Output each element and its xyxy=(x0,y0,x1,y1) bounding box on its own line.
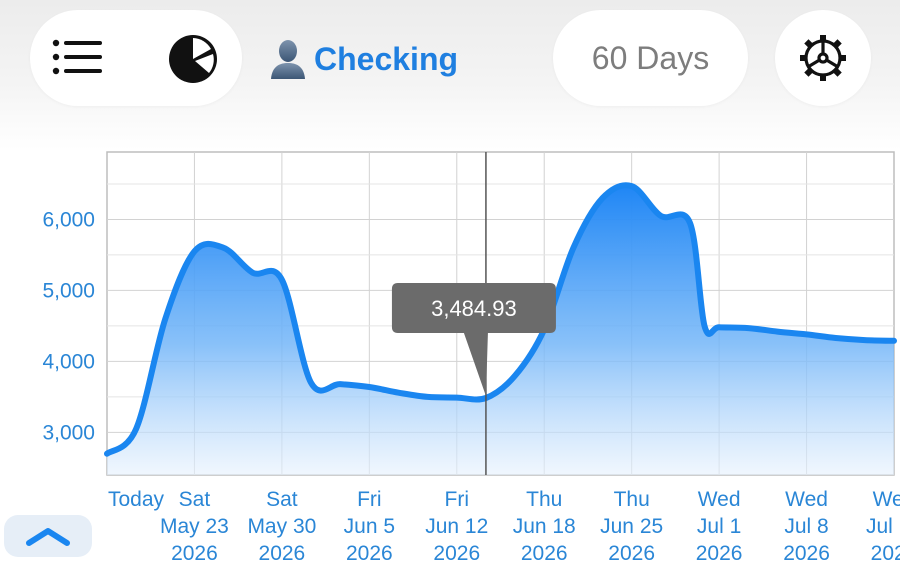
x-tick-label-line: Fri xyxy=(445,488,470,511)
x-tick-label-line: Wed xyxy=(873,488,900,511)
tooltip-background xyxy=(391,283,556,396)
balance-line xyxy=(104,182,897,457)
x-tick-label-line: Sat xyxy=(179,488,211,511)
tooltip-value: 3,484.93 xyxy=(431,296,517,321)
x-tick-label-line: Thu xyxy=(526,488,562,511)
x-tick-label: Wed Jul 1 2026 xyxy=(696,488,743,565)
x-tick-label: Fri Jun 12 2026 xyxy=(425,488,488,565)
x-tick-label-line: Thu xyxy=(614,488,650,511)
x-tick-label: Sat May 30 2026 xyxy=(247,488,316,565)
x-tick-label: Sat May 23 2026 xyxy=(160,488,229,565)
x-tick-label: Wed Jul 15 2026 xyxy=(866,488,900,565)
x-tick-label: Thu Jun 18 2026 xyxy=(513,488,576,565)
chevron-up-icon xyxy=(26,528,70,546)
x-axis-labels: Today Sat May 23 2026 Sat May 30 2026 Fri Jun 5 2… xyxy=(108,488,900,565)
x-tick-label: Wed Jul 8 2026 xyxy=(783,488,830,565)
collapse-button[interactable] xyxy=(4,515,92,557)
x-tick-label-line: 2026 xyxy=(696,542,743,565)
x-tick-label-line: Jun 25 xyxy=(600,515,663,538)
x-tick-label-line: 2026 xyxy=(783,542,830,565)
value-tooltip: 3,484.93 xyxy=(391,283,556,396)
y-tick-label: 6,000 xyxy=(42,208,95,231)
y-tick-label: 5,000 xyxy=(42,279,95,302)
settings-button[interactable] xyxy=(775,10,871,106)
x-tick-label-line: 2026 xyxy=(433,542,480,565)
y-tick-label: 4,000 xyxy=(42,350,95,373)
range-selector[interactable]: 60 Days xyxy=(553,10,748,106)
x-tick-label-line: 2026 xyxy=(521,542,568,565)
x-tick-label: Today xyxy=(108,488,165,511)
x-tick-label: Fri Jun 5 2026 xyxy=(344,488,395,565)
x-tick-label-line: Today xyxy=(108,488,165,511)
x-tick-label-line: 2026 xyxy=(171,542,218,565)
chart-view-button[interactable] xyxy=(168,34,218,84)
x-tick-label-line: Jul 8 xyxy=(784,515,828,538)
x-tick-label-line: Wed xyxy=(698,488,741,511)
x-tick-label-line: 2026 xyxy=(608,542,655,565)
person-icon xyxy=(271,40,305,79)
pie-chart-icon xyxy=(169,35,217,83)
x-tick-label-line: Jul 1 xyxy=(697,515,741,538)
x-tick-label-line: Wed xyxy=(785,488,828,511)
balance-area xyxy=(107,185,894,475)
x-tick-label: Thu Jun 25 2026 xyxy=(600,488,663,565)
x-tick-label-line: May 30 xyxy=(247,515,316,538)
y-tick-label: 3,000 xyxy=(42,421,95,444)
x-tick-label-line: Fri xyxy=(357,488,382,511)
gear-icon xyxy=(800,35,846,81)
x-tick-label-line: Sat xyxy=(266,488,298,511)
account-label: Checking xyxy=(314,40,459,77)
x-tick-label-line: 2026 xyxy=(346,542,393,565)
x-tick-label-line: 2026 xyxy=(871,542,900,565)
list-icon xyxy=(52,39,102,75)
x-tick-label-line: Jun 5 xyxy=(344,515,395,538)
x-tick-label-line: Jun 18 xyxy=(513,515,576,538)
menu-button[interactable] xyxy=(52,38,104,78)
x-tick-label-line: May 23 xyxy=(160,515,229,538)
account-selector[interactable]: Checking xyxy=(268,36,458,82)
x-tick-label-line: 2026 xyxy=(259,542,306,565)
range-label: 60 Days xyxy=(591,39,710,76)
y-axis-labels: 6,000 5,000 4,000 3,000 xyxy=(42,208,95,444)
x-tick-label-line: Jun 12 xyxy=(425,515,488,538)
x-tick-label-line: Jul 15 xyxy=(866,515,900,538)
